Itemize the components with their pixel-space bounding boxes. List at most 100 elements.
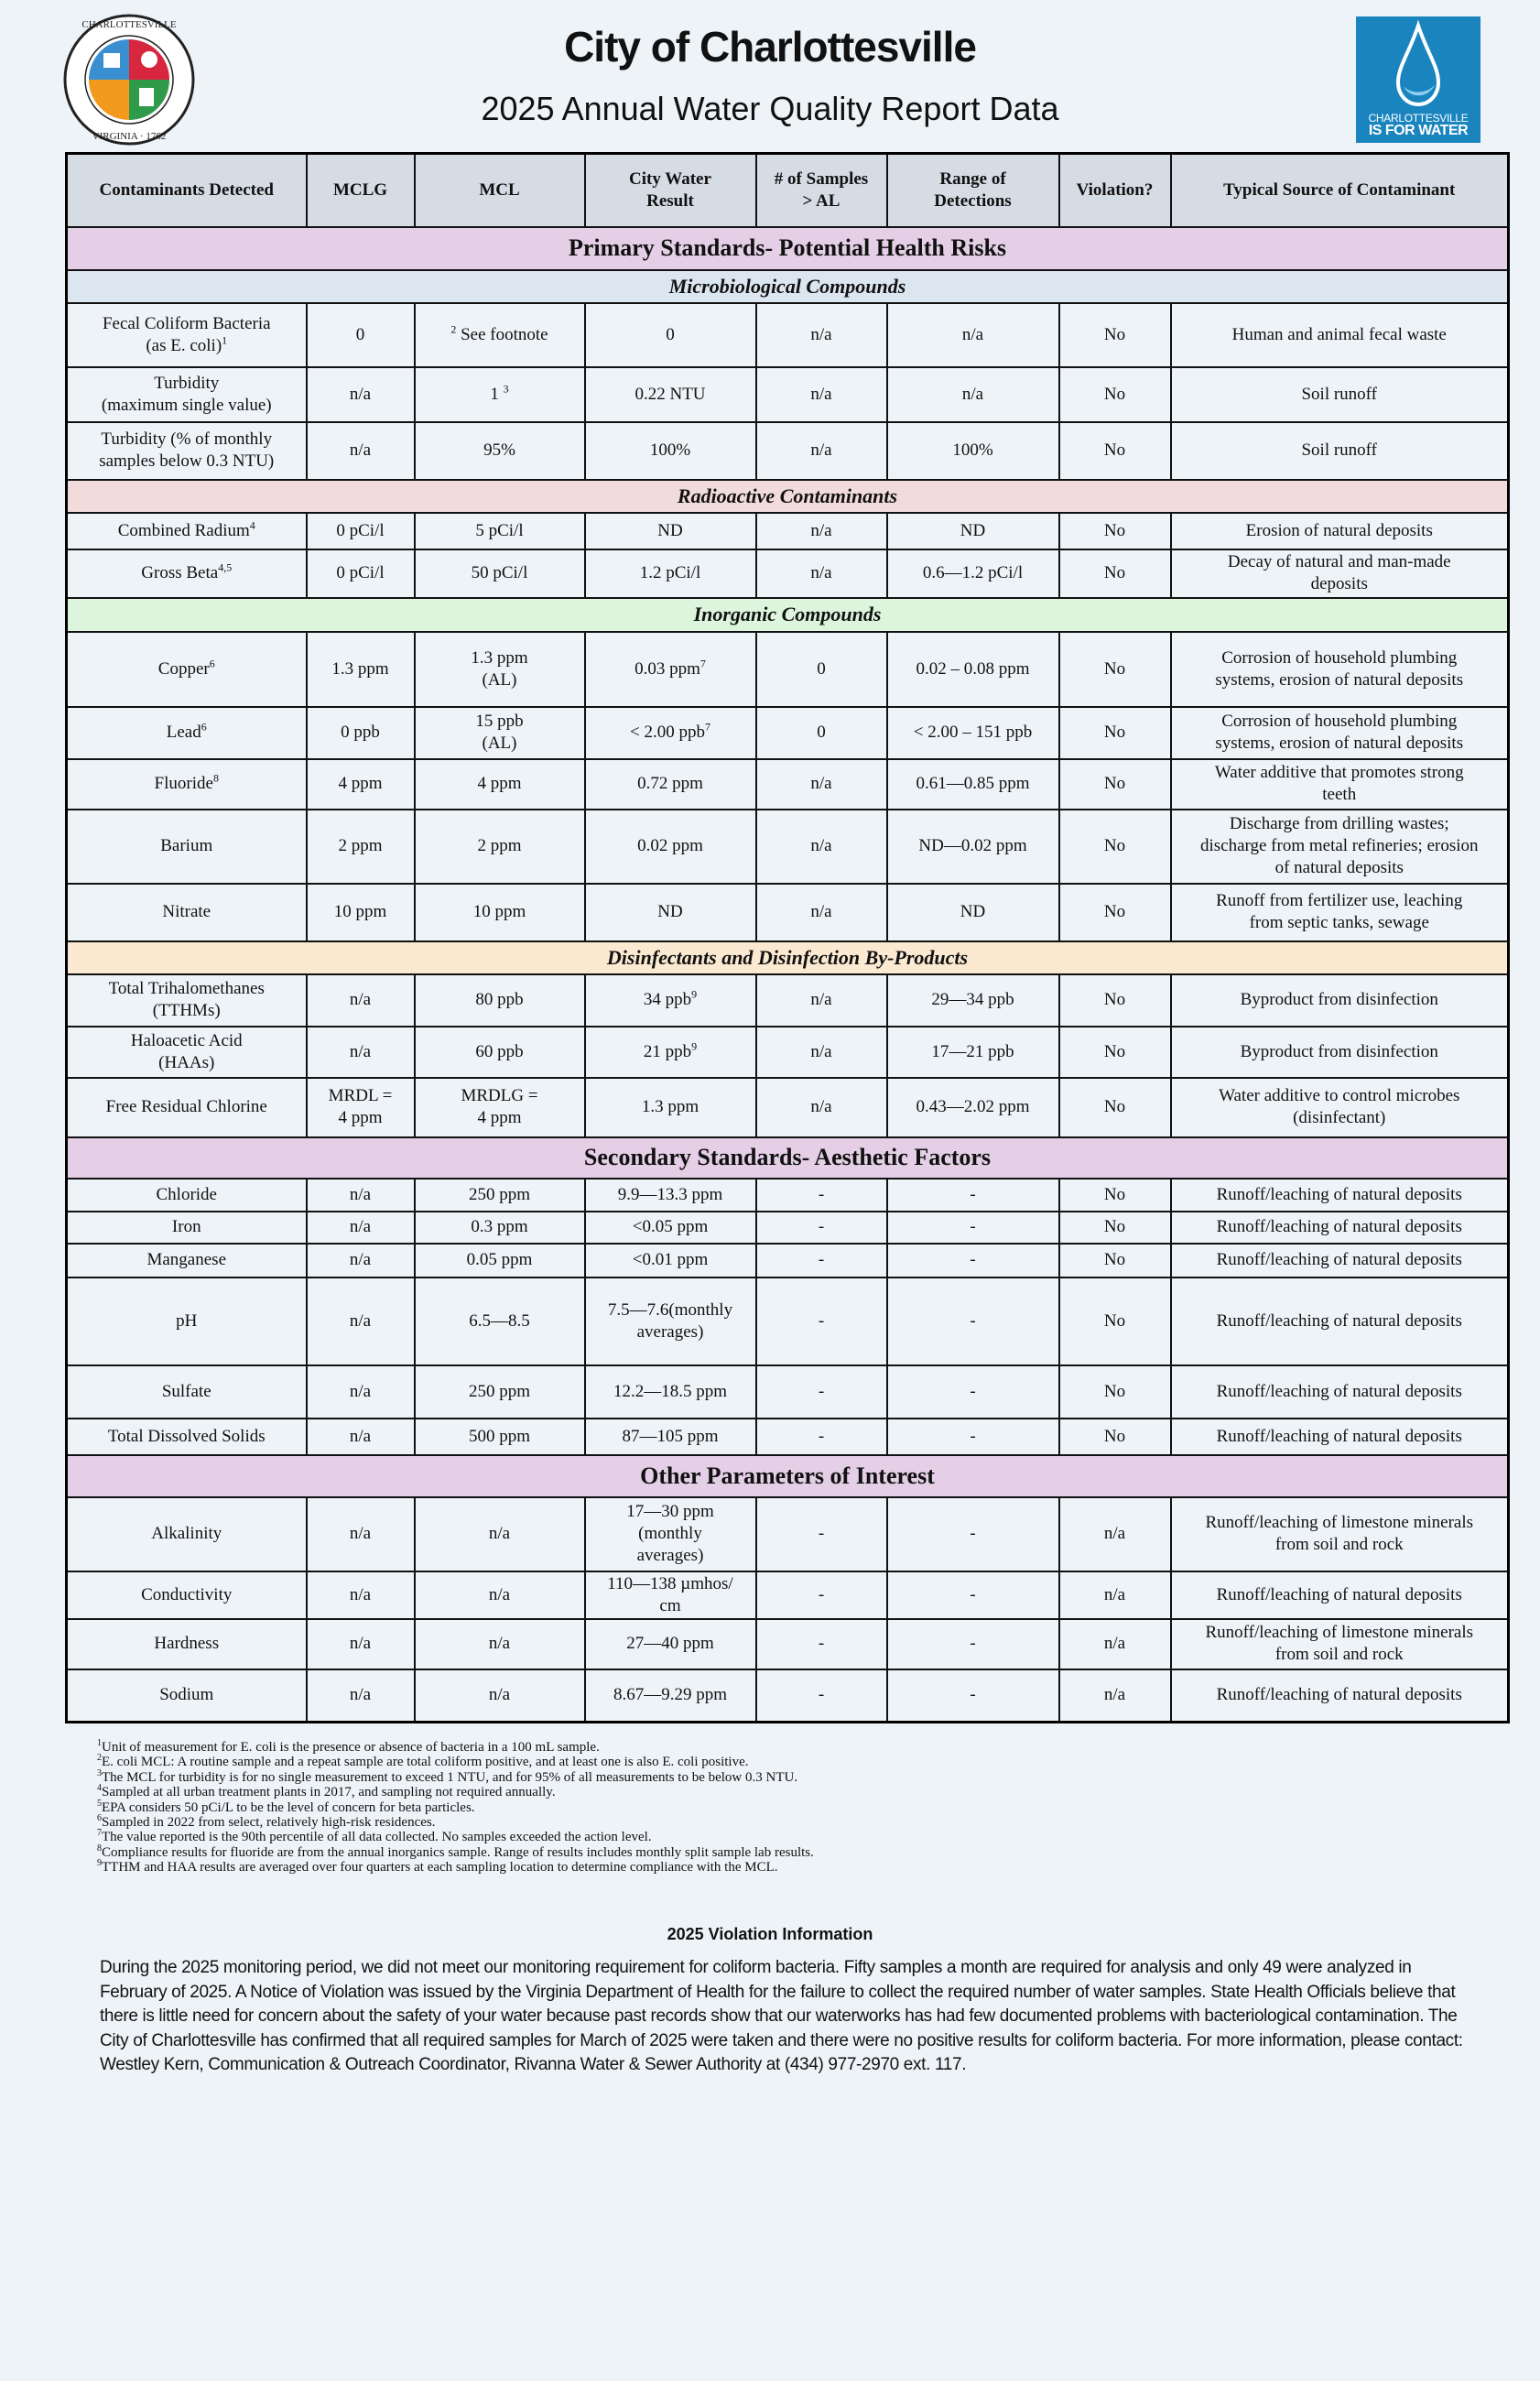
table-cell: Fecal Coliform Bacteria (as E. coli)1: [65, 301, 308, 368]
table-cell: 0: [305, 301, 416, 368]
section-header-row: Disinfectants and Disinfection By-Produc…: [65, 940, 1510, 975]
table-cell: n/a: [1057, 1668, 1172, 1723]
table-cell: Alkalinity: [65, 1495, 308, 1572]
table-cell: Runoff from fertilizer use, leaching fro…: [1169, 882, 1510, 942]
table-cell: n/a: [885, 365, 1060, 423]
column-header: Range of Detections: [885, 152, 1060, 228]
table-cell: 34 ppb9: [583, 973, 757, 1027]
table-cell: 0.02 ppm: [583, 808, 757, 885]
table-row: Copper6 1.3 ppm 1.3 ppm (AL) 0.03 ppm7 0 0.02…: [65, 630, 1510, 708]
table-cell: 0 pCi/l: [305, 511, 416, 550]
table-cell: -: [885, 1617, 1060, 1670]
table-cell: 4 ppm: [413, 757, 586, 810]
table-cell: n/a: [1057, 1617, 1172, 1670]
footnote-text: Sampled at all urban treatment plants in…: [102, 1785, 556, 1800]
column-header: MCLG: [305, 152, 416, 228]
table-cell: No: [1057, 301, 1172, 368]
table-cell: 29—34 ppb: [885, 973, 1060, 1027]
section-title: Inorganic Compounds: [65, 596, 1510, 633]
table-cell: n/a: [754, 973, 888, 1027]
table-row: Fecal Coliform Bacteria (as E. coli)1 0 2 …: [65, 301, 1510, 368]
table-cell: Turbidity (% of monthly samples below 0.…: [65, 420, 308, 481]
table-cell: 0.61—0.85 ppm: [885, 757, 1060, 810]
table-cell: 60 ppb: [413, 1025, 586, 1079]
table-cell: n/a: [305, 1210, 416, 1245]
table-cell: MRDL = 4 ppm: [305, 1076, 416, 1138]
table-cell: No: [1057, 511, 1172, 550]
table-cell: No: [1057, 1076, 1172, 1138]
table-cell: n/a: [305, 973, 416, 1027]
table-cell: No: [1057, 420, 1172, 481]
table-cell: n/a: [754, 808, 888, 885]
table-row: Iron n/a 0.3 ppm <0.05 ppm - - No Runoff/leachi…: [65, 1210, 1510, 1245]
section-title: Secondary Standards- Aesthetic Factors: [65, 1136, 1510, 1180]
table-row: Barium 2 ppm 2 ppm 0.02 ppm n/a ND—0.02 ppm No…: [65, 808, 1510, 885]
table-cell: 0.02 – 0.08 ppm: [885, 630, 1060, 708]
table-cell: No: [1057, 1364, 1172, 1419]
table-cell: -: [754, 1570, 888, 1620]
table-cell: No: [1057, 1242, 1172, 1278]
table-cell: 12.2—18.5 ppm: [583, 1364, 757, 1419]
cell-text: 34 ppb: [643, 990, 692, 1009]
table-cell: -: [885, 1210, 1060, 1245]
table-cell: No: [1057, 630, 1172, 708]
table-cell: No: [1057, 548, 1172, 599]
table-cell: 1.3 ppm: [583, 1076, 757, 1138]
table-row: Haloacetic Acid (HAAs) n/a 60 ppb 21 ppb9 n/…: [65, 1025, 1510, 1079]
table-cell: n/a: [305, 1668, 416, 1723]
footnote-number: 3: [97, 1767, 102, 1778]
footnote-ref: 6: [201, 720, 207, 734]
table-cell: -: [754, 1364, 888, 1419]
table-cell: 0.03 ppm7: [583, 630, 757, 708]
table-cell: 7.5—7.6(monthly averages): [583, 1276, 757, 1366]
table-cell: <0.01 ppm: [583, 1242, 757, 1278]
table-cell: 250 ppm: [413, 1177, 586, 1212]
table-cell: 100%: [583, 420, 757, 481]
footnote-number: 6: [97, 1813, 102, 1824]
table-row: pH n/a 6.5—8.5 7.5—7.6(monthly averages) - - N…: [65, 1276, 1510, 1366]
footnote: 4Sampled at all urban treatment plants i…: [97, 1783, 814, 1800]
table-cell: 4 ppm: [305, 757, 416, 810]
table-cell: n/a: [413, 1617, 586, 1670]
table-cell: Runoff/leaching of natural deposits: [1169, 1177, 1510, 1212]
table-cell: Runoff/leaching of natural deposits: [1169, 1364, 1510, 1419]
footnote-ref: 2: [450, 322, 457, 336]
table-cell: Copper6: [65, 630, 308, 708]
table-cell: 1.3 ppm (AL): [413, 630, 586, 708]
table-cell: Soil runoff: [1169, 420, 1510, 481]
water-drop-icon: [1395, 19, 1441, 107]
footnote: 9TTHM and HAA results are averaged over …: [97, 1858, 814, 1875]
footnote: 7The value reported is the 90th percenti…: [97, 1829, 814, 1845]
table-cell: -: [754, 1495, 888, 1572]
column-header: # of Samples > AL: [754, 152, 888, 228]
footnotes: 1Unit of measurement for E. coli is the …: [97, 1739, 814, 1875]
cell-text: Copper: [157, 658, 210, 679]
table-cell: 250 ppm: [413, 1364, 586, 1419]
table-cell: Free Residual Chlorine: [65, 1076, 308, 1138]
footnote-ref: 4,5: [218, 560, 233, 574]
city-seal-logo: CHARLOTTESVILLE VIRGINIA · 1762: [63, 14, 195, 146]
table-cell: Runoff/leaching of natural deposits: [1169, 1570, 1510, 1620]
table-cell: Runoff/leaching of limestone minerals fr…: [1169, 1617, 1510, 1670]
table-cell: < 2.00 ppb7: [583, 705, 757, 760]
table-cell: 10 ppm: [305, 882, 416, 942]
footnote-text: Unit of measurement for E. coli is the p…: [102, 1740, 600, 1755]
table-cell: 0: [583, 301, 757, 368]
column-header: Contaminants Detected: [65, 152, 308, 228]
footnote-number: 4: [97, 1783, 102, 1794]
table-cell: Runoff/leaching of natural deposits: [1169, 1242, 1510, 1278]
table-cell: pH: [65, 1276, 308, 1366]
table-cell: Byproduct from disinfection: [1169, 973, 1510, 1027]
table-cell: -: [885, 1177, 1060, 1212]
table-cell: n/a: [413, 1570, 586, 1620]
table-cell: Runoff/leaching of natural deposits: [1169, 1668, 1510, 1723]
table-row: Lead6 0 ppb 15 ppb (AL) < 2.00 ppb7 0 < 2.00 …: [65, 705, 1510, 760]
violation-text: During the 2025 monitoring period, we di…: [100, 1958, 1463, 2074]
footnote-number: 9: [97, 1858, 102, 1869]
table-cell: Erosion of natural deposits: [1169, 511, 1510, 550]
footnote: 6Sampled in 2022 from select, relatively…: [97, 1813, 814, 1831]
table-cell: 9.9—13.3 ppm: [583, 1177, 757, 1212]
footnote-text: EPA considers 50 pCi/L to be the level o…: [102, 1799, 475, 1815]
table-cell: Manganese: [65, 1242, 308, 1278]
logo-line2: IS FOR WATER: [1368, 123, 1469, 138]
